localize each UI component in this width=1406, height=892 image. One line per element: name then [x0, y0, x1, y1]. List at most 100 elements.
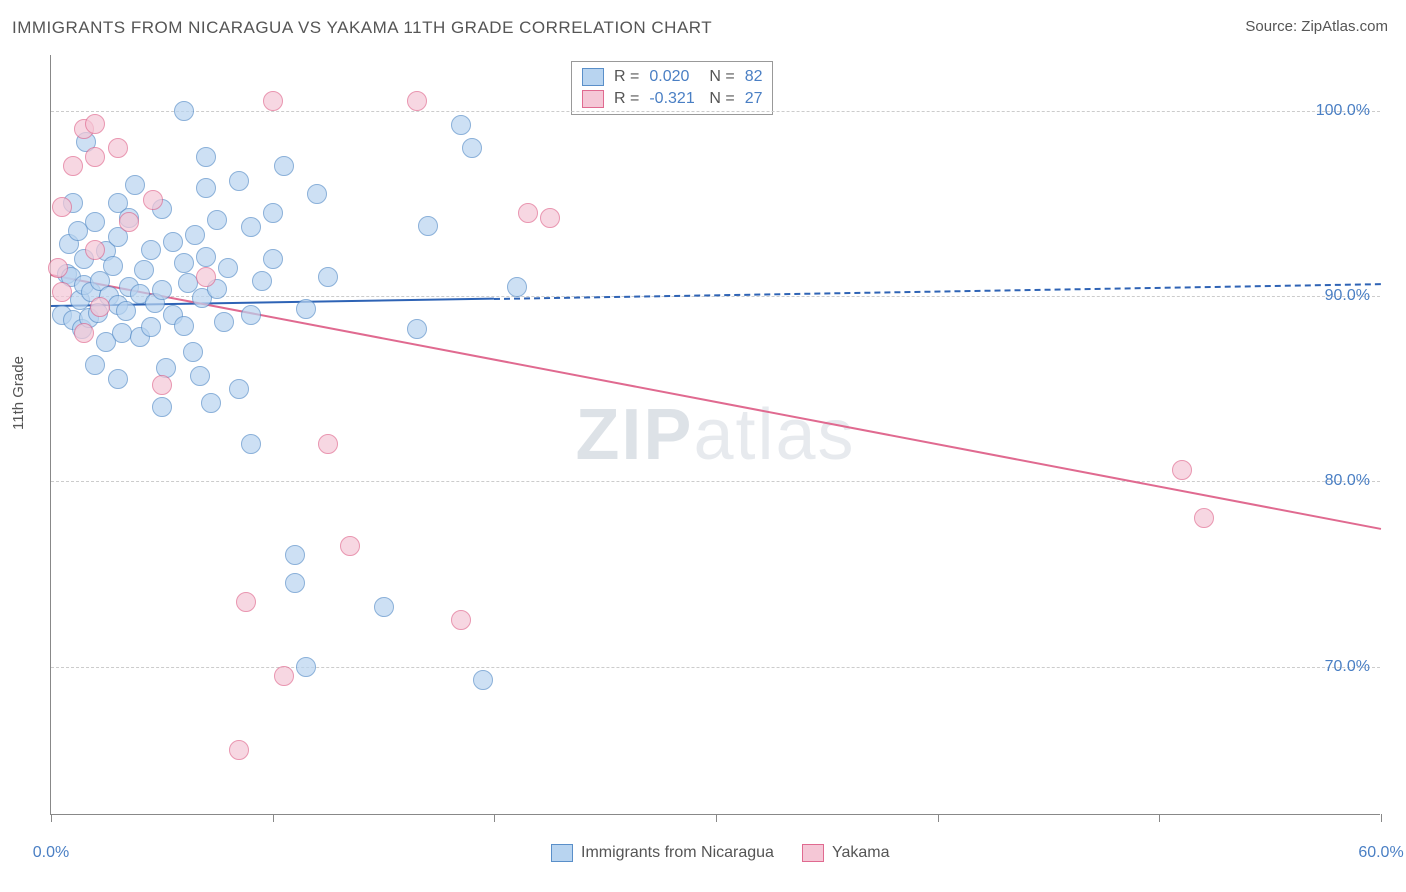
scatter-point	[174, 316, 194, 336]
legend-series-item-1: Immigrants from Nicaragua	[551, 844, 774, 862]
scatter-point	[108, 369, 128, 389]
y-tick-label: 90.0%	[1325, 287, 1370, 305]
scatter-point	[201, 393, 221, 413]
legend-series-label-1: Immigrants from Nicaragua	[581, 844, 774, 862]
scatter-point	[152, 397, 172, 417]
scatter-point	[296, 299, 316, 319]
legend-series-label-2: Yakama	[832, 844, 890, 862]
y-tick-label: 80.0%	[1325, 472, 1370, 490]
y-axis-label: 11th Grade	[10, 356, 27, 430]
legend-series-swatch-2	[802, 844, 824, 862]
scatter-point	[263, 249, 283, 269]
x-tick	[1159, 814, 1160, 822]
scatter-point	[190, 366, 210, 386]
scatter-point	[241, 434, 261, 454]
source-label: Source:	[1245, 18, 1297, 35]
scatter-point	[462, 138, 482, 158]
scatter-point	[263, 91, 283, 111]
scatter-point	[85, 147, 105, 167]
scatter-point	[418, 216, 438, 236]
r-value-1: 0.020	[649, 68, 699, 86]
n-value-1: 82	[745, 68, 763, 86]
scatter-point	[174, 253, 194, 273]
legend-stats-row-2: R = -0.321 N = 27	[582, 88, 762, 110]
chart-title: IMMIGRANTS FROM NICARAGUA VS YAKAMA 11TH…	[12, 18, 712, 38]
scatter-point	[451, 610, 471, 630]
r-label-2: R =	[614, 90, 639, 108]
watermark: ZIPatlas	[575, 394, 855, 476]
gridline	[51, 667, 1380, 668]
scatter-point	[229, 379, 249, 399]
legend-series-item-2: Yakama	[802, 844, 890, 862]
correlation-chart: IMMIGRANTS FROM NICARAGUA VS YAKAMA 11TH…	[0, 0, 1406, 892]
legend-swatch-1	[582, 68, 604, 86]
scatter-point	[296, 657, 316, 677]
scatter-point	[143, 190, 163, 210]
n-label-1: N =	[709, 68, 734, 86]
scatter-point	[48, 258, 68, 278]
scatter-point	[152, 280, 172, 300]
scatter-point	[125, 175, 145, 195]
scatter-point	[1194, 508, 1214, 528]
scatter-point	[112, 323, 132, 343]
scatter-point	[252, 271, 272, 291]
legend-stats-row-1: R = 0.020 N = 82	[582, 66, 762, 88]
scatter-point	[119, 212, 139, 232]
scatter-point	[196, 147, 216, 167]
scatter-point	[196, 178, 216, 198]
x-tick	[1381, 814, 1382, 822]
scatter-point	[85, 355, 105, 375]
scatter-point	[52, 282, 72, 302]
scatter-point	[318, 267, 338, 287]
legend-stats: R = 0.020 N = 82 R = -0.321 N = 27	[571, 61, 773, 115]
scatter-point	[274, 666, 294, 686]
scatter-point	[507, 277, 527, 297]
scatter-point	[103, 256, 123, 276]
r-value-2: -0.321	[649, 90, 699, 108]
scatter-point	[52, 197, 72, 217]
scatter-point	[152, 375, 172, 395]
scatter-point	[407, 91, 427, 111]
scatter-point	[207, 210, 227, 230]
scatter-point	[241, 305, 261, 325]
scatter-point	[540, 208, 560, 228]
x-tick	[494, 814, 495, 822]
scatter-point	[407, 319, 427, 339]
scatter-point	[274, 156, 294, 176]
legend-series: Immigrants from Nicaragua Yakama	[551, 844, 889, 862]
x-tick	[716, 814, 717, 822]
scatter-point	[285, 545, 305, 565]
scatter-point	[174, 101, 194, 121]
scatter-point	[473, 670, 493, 690]
x-tick	[273, 814, 274, 822]
scatter-point	[141, 317, 161, 337]
gridline	[51, 481, 1380, 482]
legend-series-swatch-1	[551, 844, 573, 862]
y-tick-label: 100.0%	[1316, 102, 1370, 120]
scatter-point	[134, 260, 154, 280]
scatter-point	[185, 225, 205, 245]
scatter-point	[236, 592, 256, 612]
scatter-point	[85, 114, 105, 134]
watermark-bold: ZIP	[575, 395, 693, 475]
scatter-point	[318, 434, 338, 454]
scatter-point	[74, 323, 94, 343]
scatter-point	[85, 240, 105, 260]
scatter-point	[116, 301, 136, 321]
scatter-point	[218, 258, 238, 278]
scatter-point	[241, 217, 261, 237]
scatter-point	[263, 203, 283, 223]
scatter-point	[196, 247, 216, 267]
x-tick-label: 0.0%	[33, 844, 69, 862]
scatter-point	[214, 312, 234, 332]
source-attribution: Source: ZipAtlas.com	[1245, 18, 1388, 35]
scatter-point	[196, 267, 216, 287]
scatter-point	[108, 138, 128, 158]
r-label-1: R =	[614, 68, 639, 86]
scatter-point	[451, 115, 471, 135]
x-tick-label: 60.0%	[1358, 844, 1403, 862]
scatter-point	[141, 240, 161, 260]
watermark-thin: atlas	[693, 395, 855, 475]
scatter-point	[1172, 460, 1192, 480]
n-value-2: 27	[745, 90, 763, 108]
